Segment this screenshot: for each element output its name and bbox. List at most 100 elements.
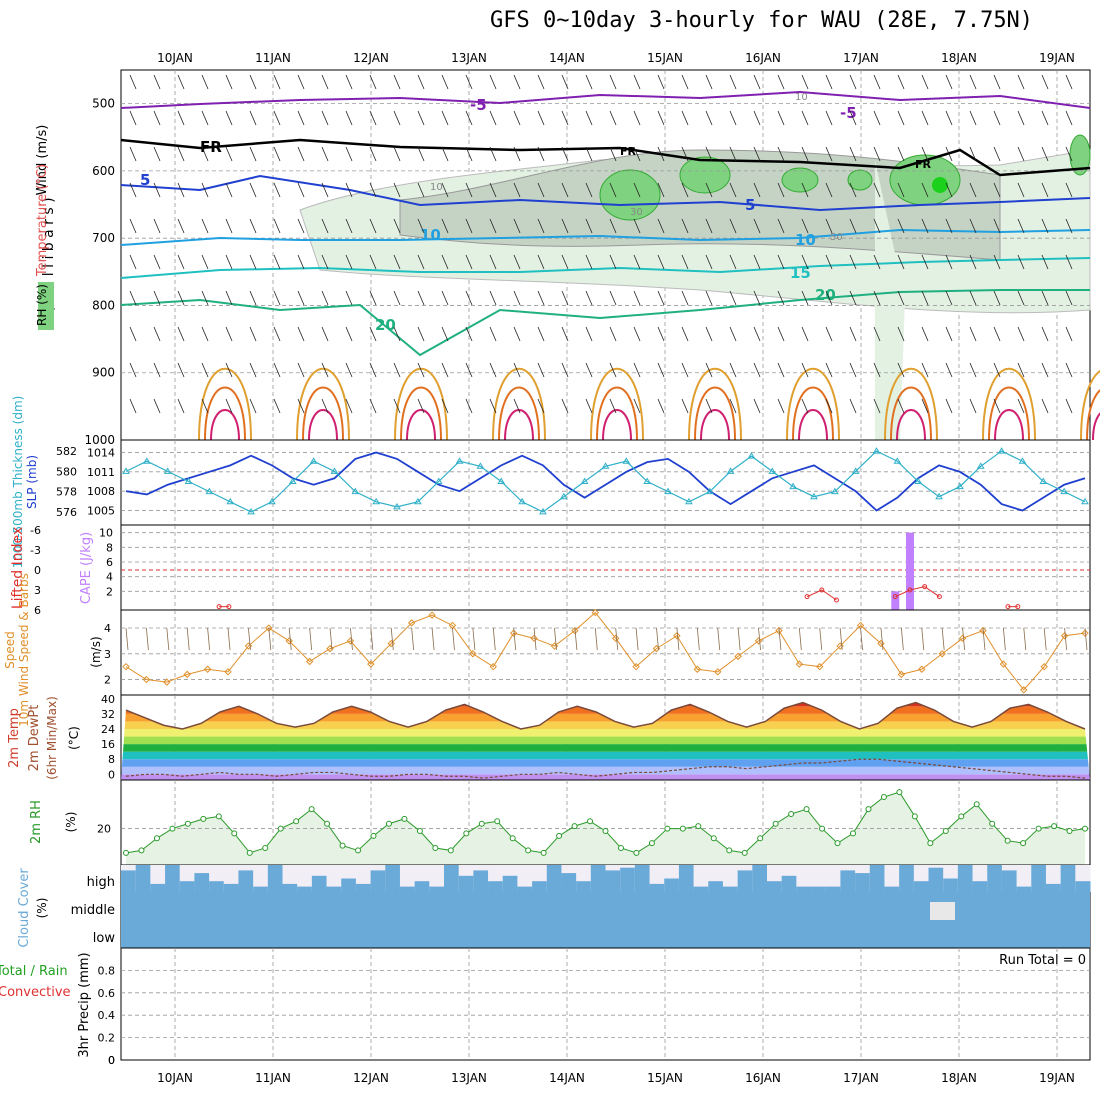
- wind-barb: [633, 74, 641, 90]
- isotherm-line: [120, 138, 1091, 177]
- rh-peak: [932, 177, 948, 193]
- date-label-bottom: 15JAN: [647, 1071, 683, 1085]
- wind-barb: [681, 326, 689, 342]
- wind-barb: [585, 110, 593, 126]
- wind-barb: [705, 398, 713, 414]
- wind-barb: [393, 182, 401, 198]
- rh2m-marker: [200, 815, 207, 822]
- warm-contour: [302, 386, 344, 441]
- cloud-high-bar: [928, 867, 944, 892]
- wind-barb: [153, 254, 161, 270]
- thickness-tick-label: 578: [56, 486, 77, 499]
- wind-barb: [177, 218, 185, 234]
- wind-barb-10m: [1002, 627, 1006, 651]
- wind-barb: [897, 146, 905, 162]
- thickness-marker: [455, 457, 464, 464]
- wind-barb: [921, 362, 929, 378]
- thickness-marker: [914, 477, 923, 484]
- wind-barb: [441, 326, 449, 342]
- wind-barb: [297, 362, 305, 378]
- wind-barb: [321, 362, 329, 378]
- wind-barb: [561, 398, 569, 414]
- wind-barb: [393, 290, 401, 306]
- wind-barb-10m: [635, 627, 639, 651]
- cloud-high-bar: [355, 883, 372, 892]
- wind-barb: [657, 74, 665, 90]
- rh2m-marker: [1020, 840, 1027, 847]
- wind-barb: [1017, 182, 1025, 198]
- cloud-high-bar: [767, 881, 783, 892]
- wind-barb: [249, 218, 257, 234]
- wind-barb: [705, 182, 713, 198]
- wind-barb: [777, 218, 785, 234]
- wind-barb: [945, 362, 953, 378]
- wind-barb: [177, 290, 185, 306]
- wind-barb: [609, 110, 617, 126]
- wind-barb: [345, 254, 353, 270]
- wind-barb: [609, 218, 617, 234]
- wind-barb: [753, 362, 761, 378]
- warm-contour: [896, 409, 926, 441]
- wind-barb: [969, 218, 977, 234]
- wind-speed-marker: [428, 611, 436, 619]
- rh2m-marker: [169, 825, 176, 832]
- wind-barb: [681, 146, 689, 162]
- wind-barb: [1065, 362, 1073, 378]
- thickness-marker: [872, 447, 881, 454]
- thickness-marker: [1081, 497, 1089, 505]
- wind-barb-10m: [1043, 627, 1047, 651]
- wind-barb: [897, 290, 905, 306]
- rh2m-marker: [911, 813, 918, 820]
- wind-barb: [1041, 182, 1049, 198]
- wind-barb: [321, 326, 329, 342]
- precip-axis-label: 3hr Precip (mm): [77, 952, 92, 1057]
- wind-barb: [825, 254, 833, 270]
- cloud-high-bar: [253, 886, 269, 892]
- wind-speed-marker: [775, 626, 783, 635]
- cape-bar: [906, 532, 914, 610]
- cloud-high-bar: [972, 881, 988, 892]
- slp-tick-label: 1014: [87, 446, 115, 459]
- rh2m-marker: [262, 845, 269, 851]
- date-label-bottom: 13JAN: [451, 1071, 487, 1085]
- thickness-marker: [393, 502, 401, 510]
- wind-barb: [417, 362, 425, 378]
- wind-barb: [129, 110, 137, 126]
- wind-barb: [297, 182, 305, 198]
- thickness-marker: [434, 477, 443, 484]
- rh2m-marker: [819, 825, 826, 832]
- pressure-tick-label: 600: [92, 164, 115, 178]
- wind-barb-10m: [309, 627, 313, 651]
- rh2m-marker: [401, 815, 408, 822]
- wind-barb: [489, 110, 497, 126]
- wind-barb-10m: [248, 627, 251, 651]
- wind-barb: [489, 362, 497, 378]
- wind-barb: [441, 254, 449, 270]
- wind-barb: [585, 146, 593, 162]
- cloud-gap: [930, 902, 955, 920]
- isotherm-line: [120, 289, 1090, 357]
- temp-tick-label: 16: [101, 738, 115, 751]
- wind-barb: [273, 362, 281, 378]
- thickness-axis-label: 1000-500mb Thickness (dm): [11, 396, 25, 569]
- cloud-layer-label: high: [87, 875, 115, 890]
- wind-barb: [129, 182, 137, 198]
- cloud-high-bar: [752, 865, 768, 892]
- wind-barb: [585, 218, 593, 234]
- cloud-high-bg: [1016, 865, 1032, 892]
- wind-barb-10m: [350, 627, 353, 651]
- wind-barb: [945, 290, 953, 306]
- wind-barb: [465, 74, 473, 90]
- thickness-marker: [184, 477, 193, 484]
- wind-speed-marker: [285, 637, 293, 645]
- wind-barb-10m: [166, 627, 170, 651]
- temp-band: [121, 766, 1090, 775]
- isotherm-label: FR: [915, 158, 932, 171]
- wind-barb: [561, 290, 569, 306]
- date-label-top: 12JAN: [353, 51, 389, 65]
- wind-barb: [201, 218, 209, 234]
- wind-barb: [417, 254, 425, 270]
- rh2m-marker: [355, 847, 362, 854]
- isotherm-label: 5: [140, 171, 150, 189]
